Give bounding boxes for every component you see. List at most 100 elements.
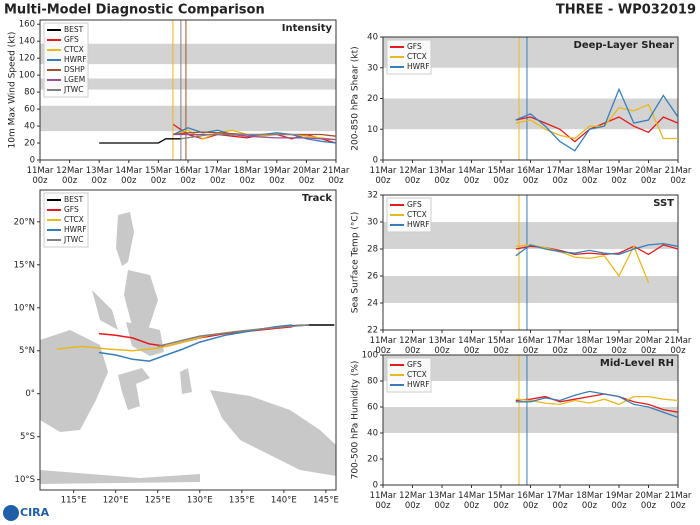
x-tick-label: 11Mar 00z (370, 166, 397, 186)
y-tick-label: 15°N (14, 260, 35, 270)
legend-label: HWRF (407, 62, 430, 71)
legend-label: BEST (64, 25, 84, 34)
legend-label: BEST (64, 195, 84, 204)
x-tick-label: 21Mar 00z (665, 336, 692, 356)
series-group (515, 87, 678, 152)
legend-label: JTWC (63, 235, 83, 244)
series-line (157, 324, 310, 348)
x-tick-label: 19Mar 00z (606, 336, 633, 356)
y-tick-label: 22 (367, 326, 378, 336)
series-line (515, 244, 650, 284)
logo-mark (3, 505, 19, 521)
y-tick-label: 32 (367, 191, 378, 201)
y-tick-label: 100 (362, 351, 378, 361)
x-tick-label: 18Mar 00z (576, 166, 603, 186)
legend-label: CTCX (407, 52, 427, 61)
series-line (180, 133, 299, 140)
storm-id: THREE - WP032019 (556, 3, 696, 18)
x-tick-label: 20Mar 00z (635, 166, 662, 186)
x-tick-label: 17Mar 00z (547, 166, 574, 186)
x-tick-label: 11Mar 00z (370, 336, 397, 356)
panel-title: Deep-Layer Shear (574, 40, 675, 51)
legend-label: HWRF (64, 55, 87, 64)
y-tick-label: 20 (367, 455, 378, 465)
plot-frame (382, 194, 679, 331)
land-mindanao (126, 322, 164, 356)
x-tick-label: 12Mar 00z (399, 491, 426, 511)
y-tick-label: 80 (367, 377, 378, 387)
legend-label: GFS (64, 35, 79, 44)
x-tick-label: 13Mar 00z (429, 491, 456, 511)
y-axis-label: 700-500 hPa Humidity (%) (351, 361, 361, 480)
shading-band (383, 37, 678, 68)
x-tick-label: 140°E (271, 496, 297, 506)
legend-label: HWRF (407, 380, 430, 389)
y-tick-label: 30 (367, 218, 378, 228)
x-tick-label: 20Mar 00z (635, 336, 662, 356)
legend-label: CTCX (64, 45, 84, 54)
x-tick-label: 19Mar 00z (606, 166, 633, 186)
logo-text: CIRA (20, 506, 50, 519)
shading-band (40, 78, 336, 90)
x-tick-label: 20Mar 00z (635, 491, 662, 511)
legend-label: GFS (407, 200, 422, 209)
panel-title: SST (653, 198, 674, 209)
y-tick-label: 160 (19, 20, 35, 30)
y-tick-label: 20°N (14, 217, 35, 227)
x-tick-label: 16Mar 00z (517, 336, 544, 356)
land-halmahera (180, 368, 192, 394)
x-tick-label: 14Mar 00z (115, 166, 142, 186)
shading-band (383, 276, 678, 303)
land-luzon (116, 212, 134, 266)
y-tick-label: 20 (367, 94, 378, 104)
y-tick-label: 30 (367, 63, 378, 73)
plot-frame (382, 354, 679, 486)
land-islands (40, 470, 200, 484)
y-tick-label: 28 (367, 245, 378, 255)
x-tick-label: 12Mar 00z (56, 166, 83, 186)
shading-band (40, 105, 336, 132)
legend-label: CTCX (64, 215, 84, 224)
x-tick-label: 12Mar 00z (399, 166, 426, 186)
legend-label: HWRF (64, 225, 87, 234)
series-group (56, 324, 335, 362)
x-tick-label: 16Mar 00z (517, 491, 544, 511)
x-tick-label: 17Mar 00z (204, 166, 231, 186)
y-tick-label: 5°N (19, 346, 35, 356)
x-tick-label: 11Mar 00z (370, 491, 397, 511)
x-tick-label: 130°E (187, 496, 213, 506)
legend-label: JTWC (63, 85, 83, 94)
x-tick-label: 15Mar 00z (488, 166, 515, 186)
x-tick-label: 14Mar 00z (458, 491, 485, 511)
y-tick-label: 26 (367, 272, 378, 282)
y-tick-label: 10°N (14, 303, 35, 313)
y-tick-label: 60 (24, 105, 35, 115)
x-tick-label: 18Mar 00z (576, 491, 603, 511)
x-tick-label: 115°E (61, 496, 87, 506)
y-tick-label: 60 (367, 403, 378, 413)
y-tick-label: 5°S (20, 432, 35, 442)
panel-title: Mid-Level RH (600, 358, 674, 369)
series-group (99, 123, 336, 144)
y-tick-label: 80 (24, 88, 35, 98)
y-tick-label: 100 (19, 71, 35, 81)
land-visayas (124, 270, 158, 340)
plot-frame (39, 189, 337, 491)
legend-label: HWRF (407, 220, 430, 229)
x-tick-label: 20Mar 00z (293, 166, 320, 186)
x-tick-label: 21Mar 00z (665, 166, 692, 186)
x-tick-label: 14Mar 00z (458, 166, 485, 186)
x-tick-label: 19Mar 00z (263, 166, 290, 186)
legend-label: DSHP (64, 65, 85, 74)
land-borneo (40, 330, 108, 432)
x-tick-label: 16Mar 00z (175, 166, 202, 186)
x-tick-label: 13Mar 00z (429, 336, 456, 356)
y-axis-label: Sea Surface Temp (°C) (351, 212, 361, 313)
y-axis-label: 200-850 hPa Shear (kt) (351, 46, 361, 150)
x-tick-label: 21Mar 00z (323, 166, 350, 186)
